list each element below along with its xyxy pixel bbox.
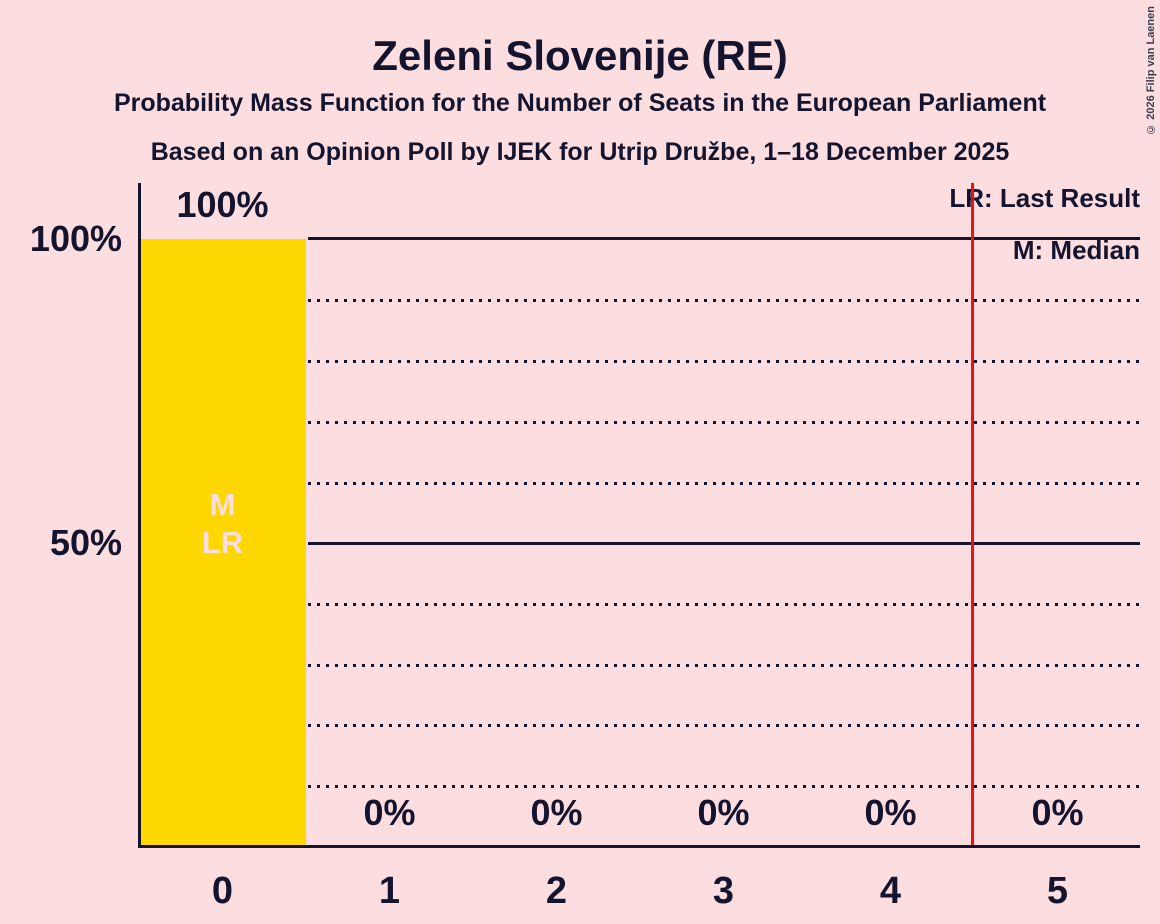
gridline-60pct — [308, 482, 1140, 485]
gridline-100pct — [308, 237, 1140, 240]
x-tick-0: 0 — [211, 870, 234, 912]
legend-median: M: Median — [1012, 235, 1140, 265]
gridline-80pct — [308, 360, 1140, 363]
majority-threshold-line — [971, 183, 974, 846]
chart-title: Zeleni Slovenije (RE) — [372, 32, 788, 79]
x-tick-5: 5 — [1046, 870, 1069, 912]
legend-last-result: LR: Last Result — [949, 183, 1140, 213]
value-label-seats-5: 0% — [1031, 792, 1084, 833]
x-tick-2: 2 — [545, 870, 568, 912]
bar-marker-block: M LR — [139, 486, 306, 562]
value-label-seats-4: 0% — [864, 792, 917, 833]
y-tick-50: 50% — [49, 522, 122, 563]
y-axis-line — [138, 183, 141, 848]
gridline-50pct — [308, 542, 1140, 545]
x-tick-1: 1 — [378, 870, 401, 912]
y-tick-100: 100% — [29, 218, 122, 259]
value-label-seats-1: 0% — [363, 792, 416, 833]
gridline-90pct — [308, 299, 1140, 302]
gridline-30pct — [308, 664, 1140, 667]
value-label-seats-3: 0% — [697, 792, 750, 833]
gridline-10pct — [308, 785, 1140, 788]
gridline-40pct — [308, 603, 1140, 606]
x-axis-line — [138, 845, 1140, 848]
x-tick-3: 3 — [712, 870, 735, 912]
copyright-notice: © 2026 Filip van Laenen — [1145, 6, 1157, 135]
value-label-seats-2: 0% — [530, 792, 583, 833]
chart-source-note: Based on an Opinion Poll by IJEK for Utr… — [150, 138, 1010, 166]
bar-seats-0 — [139, 239, 306, 847]
x-tick-4: 4 — [879, 870, 902, 912]
gridline-20pct — [308, 724, 1140, 727]
median-marker: M — [209, 487, 236, 522]
last-result-marker: LR — [201, 525, 244, 560]
value-label-seats-0: 100% — [176, 184, 269, 225]
gridline-70pct — [308, 421, 1140, 424]
chart-subtitle: Probability Mass Function for the Number… — [113, 89, 1047, 117]
